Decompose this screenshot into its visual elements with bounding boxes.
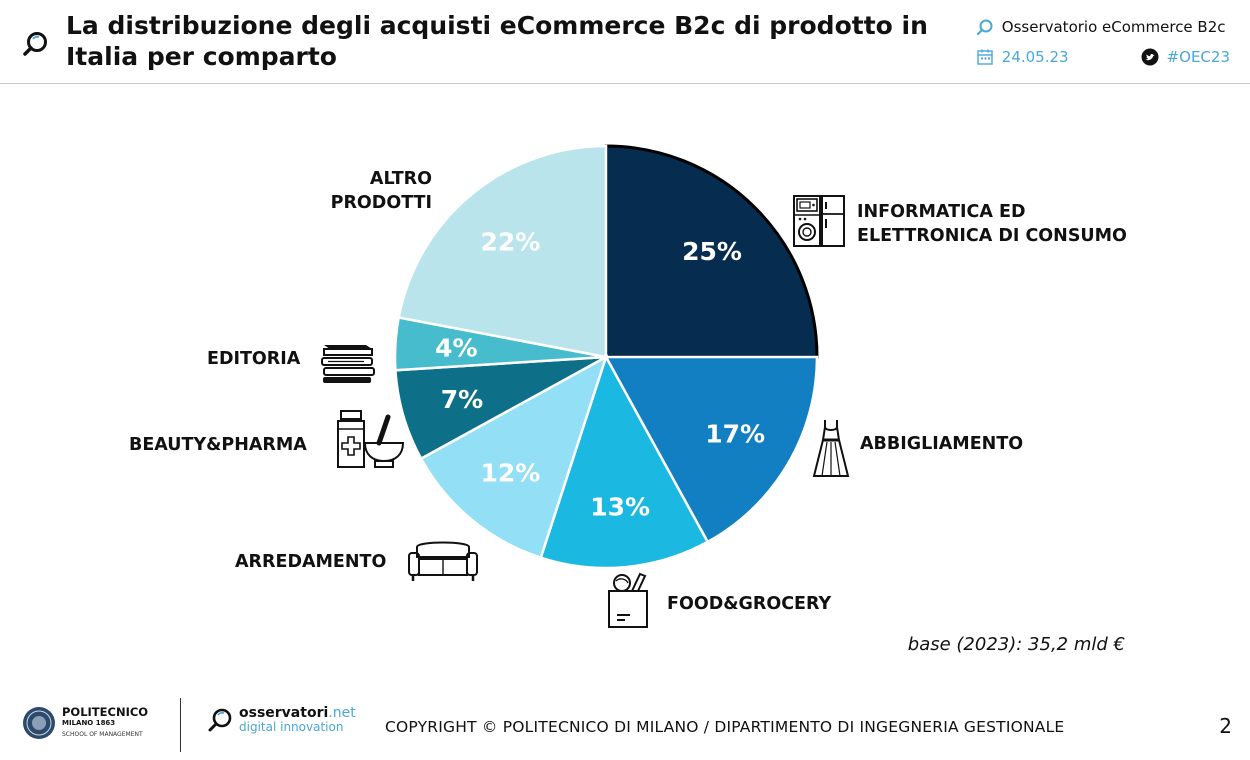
pie-value-label-6: 22%: [480, 227, 540, 256]
magnifier-small-icon: [976, 19, 993, 36]
politecnico-city: MILANO 1863: [62, 718, 116, 727]
footer-divider: [180, 698, 181, 752]
books-icon: [321, 345, 375, 383]
page-number: 2: [1219, 714, 1232, 738]
header-divider: [0, 83, 1250, 84]
date-text: 24.05.23: [1001, 48, 1069, 66]
politecnico-seal-icon: [23, 707, 55, 739]
pie-value-label-1: 17%: [705, 419, 765, 448]
source-text: Osservatorio eCommerce B2c: [1001, 18, 1226, 36]
dress-icon: [812, 420, 850, 477]
osservatori-name: osservatori: [239, 705, 329, 721]
pie-value-label-5: 4%: [435, 334, 477, 363]
label-informatica: INFORMATICA ED ELETTRONICA DI CONSUMO: [857, 202, 1127, 246]
calendar-icon: [977, 49, 993, 65]
politecnico-name: POLITECNICO: [62, 704, 149, 719]
pie-slice-2: [539, 353, 710, 570]
magnifier-logo-icon: [23, 32, 47, 56]
pie-value-label-4: 7%: [441, 385, 483, 414]
label-arredamento: ARREDAMENTO: [235, 552, 387, 572]
copyright-text: COPYRIGHT © POLITECNICO DI MILANO / DIPA…: [385, 718, 1065, 736]
date-hashtag-line: 24.05.23 #OEC23: [976, 44, 1230, 70]
source-line: Osservatorio eCommerce B2c: [976, 14, 1230, 40]
label-food-grocery: FOOD&GROCERY: [667, 594, 832, 614]
appliances-icon: [793, 195, 845, 247]
pie-slice-0: [604, 144, 819, 359]
osservatori-magnifier-icon: [208, 708, 232, 732]
pie-value-label-0: 25%: [682, 237, 742, 266]
politecnico-logo: POLITECNICO MILANO 1863 SCHOOL OF MANAGE…: [22, 706, 148, 740]
label-abbigliamento: ABBIGLIAMENTO: [860, 434, 1024, 454]
grocery-bag-icon: [608, 572, 648, 628]
label-altro-prodotti: ALTRO PRODOTTI: [330, 169, 432, 213]
pharma-icon: [337, 410, 405, 468]
osservatori-tld: .net: [328, 705, 356, 721]
twitter-icon: [1141, 48, 1159, 66]
politecnico-school: SCHOOL OF MANAGEMENT: [62, 730, 143, 738]
pie-slice-1: [603, 355, 819, 544]
osservatori-sub: digital innovation: [239, 720, 344, 734]
label-editoria: EDITORIA: [207, 349, 301, 369]
osservatori-logo: osservatori.net digital innovation: [207, 706, 356, 734]
base-note: base (2023): 35,2 mld €: [907, 634, 1125, 655]
pie-slice-6: [397, 144, 608, 359]
label-beauty-pharma: BEAUTY&PHARMA: [129, 435, 307, 455]
page-title: La distribuzione degli acquisti eCommerc…: [66, 11, 928, 71]
pie-value-label-3: 12%: [480, 459, 540, 488]
hashtag-text: #OEC23: [1166, 48, 1230, 66]
header-meta: Osservatorio eCommerce B2c 24.05.23 #OEC…: [976, 14, 1230, 70]
pie-value-label-2: 13%: [590, 492, 650, 521]
sofa-icon: [408, 541, 478, 581]
pie-slice-3: [419, 354, 609, 560]
